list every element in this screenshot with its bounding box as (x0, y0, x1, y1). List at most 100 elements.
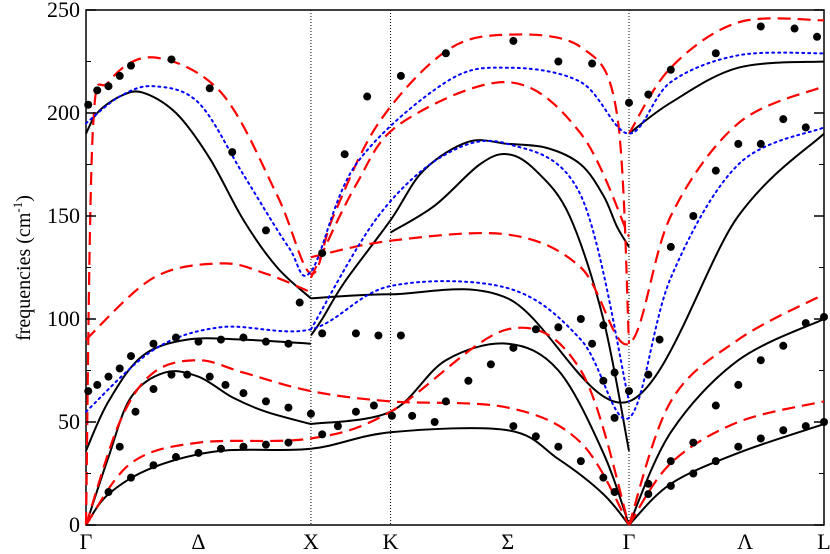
data-point (599, 321, 608, 330)
data-point (689, 469, 698, 478)
curve-red-18 (627, 293, 825, 526)
data-point (194, 337, 203, 346)
data-point (734, 380, 743, 389)
data-point (261, 226, 270, 235)
x-tick-label: X (303, 529, 319, 554)
data-point (363, 92, 372, 101)
x-tick-label: K (383, 529, 399, 554)
curve-red-16 (84, 359, 630, 526)
data-point (554, 442, 563, 451)
data-point (554, 323, 563, 332)
data-point (554, 57, 563, 66)
data-point (734, 139, 743, 148)
curve-blue-22 (309, 139, 630, 403)
data-point (486, 360, 495, 369)
data-point (239, 442, 248, 451)
data-point (509, 422, 518, 431)
data-point (644, 479, 653, 488)
curve-black-4 (628, 60, 825, 135)
data-point (711, 401, 720, 410)
curve-black-7 (85, 427, 630, 526)
data-point (228, 148, 237, 157)
data-point (531, 325, 540, 334)
x-tick-label: Δ (191, 529, 205, 554)
x-tick-label: Γ (623, 529, 636, 554)
data-point (340, 150, 349, 159)
data-point (599, 473, 608, 482)
data-point (318, 430, 327, 439)
data-point (756, 434, 765, 443)
data-point (711, 457, 720, 466)
data-point (351, 329, 360, 338)
data-point (149, 339, 158, 348)
data-point (284, 403, 293, 412)
data-point (171, 333, 180, 342)
data-point (801, 422, 810, 431)
data-point (624, 98, 633, 107)
data-point (104, 372, 113, 381)
data-point (711, 166, 720, 175)
curve-black-6 (85, 370, 312, 526)
x-tick-label: Λ (737, 529, 753, 554)
data-point (216, 335, 225, 344)
data-point (369, 401, 378, 410)
y-tick-label: 250 (47, 0, 80, 22)
data-point (689, 438, 698, 447)
data-point (115, 364, 124, 373)
curve-red-19 (628, 400, 825, 526)
data-point (167, 370, 176, 379)
data-point (509, 343, 518, 352)
data-point (711, 49, 720, 58)
data-point (464, 376, 473, 385)
data-point (183, 370, 192, 379)
data-point (126, 61, 135, 70)
data-point (149, 385, 158, 394)
data-point (576, 315, 585, 323)
data-point (194, 448, 203, 457)
y-tick-label: 50 (58, 409, 80, 434)
y-tick-label: 100 (47, 306, 80, 331)
data-point (149, 461, 158, 470)
data-point (93, 86, 102, 95)
data-point (333, 422, 342, 431)
data-point (655, 335, 664, 344)
data-point (284, 339, 293, 348)
y-tick-label: 0 (69, 512, 80, 537)
data-point (756, 356, 765, 365)
data-point (295, 298, 304, 307)
data-point (318, 249, 327, 258)
curve-black-5 (85, 337, 311, 452)
data-point (531, 432, 540, 441)
data-point (588, 339, 597, 348)
data-point (588, 59, 597, 68)
dispersion-curves (84, 17, 825, 526)
curve-blue-21 (85, 51, 825, 277)
curve-red-17 (85, 326, 631, 526)
data-point (205, 372, 214, 381)
data-point (441, 49, 450, 58)
data-point (599, 376, 608, 385)
data-point (93, 380, 102, 389)
data-point (576, 457, 585, 466)
data-point (779, 426, 788, 435)
data-point (84, 387, 93, 396)
data-point (396, 331, 405, 340)
data-point (171, 453, 180, 462)
data-point (790, 24, 799, 33)
data-point (666, 242, 675, 251)
data-point (261, 440, 270, 449)
data-point (644, 90, 653, 99)
data-point (261, 337, 270, 346)
data-point (756, 139, 765, 148)
data-point (221, 380, 230, 389)
y-axis: 0 50 100 150 200 250 (47, 0, 824, 537)
curve-black-10 (628, 318, 825, 526)
curve-black-2 (390, 153, 630, 451)
data-point (610, 368, 619, 377)
data-point (756, 22, 765, 31)
data-point (104, 488, 113, 497)
x-tick-label: Γ (80, 529, 93, 554)
data-point (509, 36, 518, 45)
data-point (261, 397, 270, 406)
